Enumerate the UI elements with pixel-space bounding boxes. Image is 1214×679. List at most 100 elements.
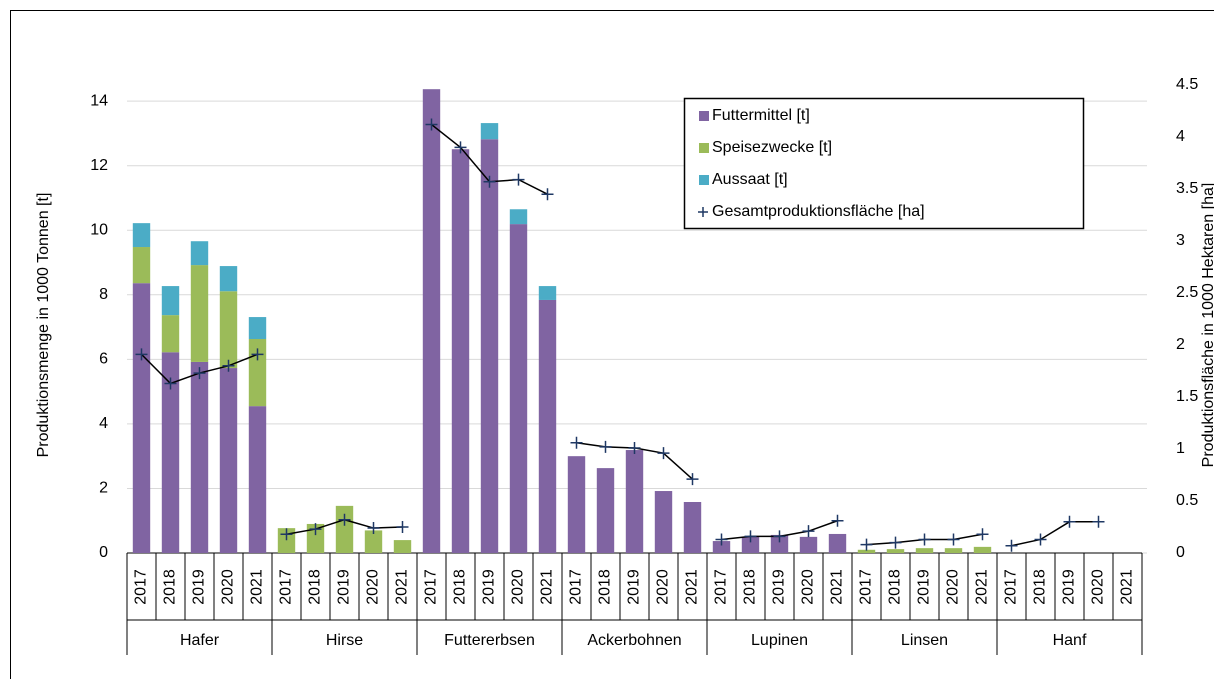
legend-label: Speisezwecke [t]	[712, 139, 832, 156]
line-marker	[657, 447, 670, 460]
bar-segment	[393, 540, 412, 553]
x-tick-label: 2019	[336, 569, 353, 605]
x-tick-label: 2020	[655, 569, 672, 605]
bar-segment	[190, 265, 209, 362]
line-marker	[773, 530, 786, 543]
bar-segment	[567, 456, 586, 553]
legend-swatch	[699, 143, 709, 153]
y2-tick-label: 0.5	[1176, 492, 1198, 509]
bar-segment	[335, 505, 354, 553]
bar-segment	[161, 286, 180, 316]
line-marker	[599, 440, 612, 453]
line-marker	[193, 367, 206, 380]
x-tick-label: 2018	[742, 569, 759, 605]
bar-segment	[248, 317, 267, 340]
line-marker	[1063, 515, 1076, 528]
bar-segment	[944, 548, 963, 553]
line-marker	[396, 521, 409, 533]
x-tick-label: 2020	[365, 569, 382, 605]
line-marker	[976, 528, 989, 541]
x-tick-label: 2020	[220, 569, 237, 605]
line-marker	[947, 533, 960, 546]
bar-segment	[190, 361, 209, 553]
group-label: Linsen	[901, 632, 948, 649]
line-marker	[309, 523, 322, 536]
bar-segment	[973, 546, 992, 553]
line-marker	[715, 533, 728, 546]
x-tick-label: 2018	[452, 569, 469, 605]
legend-label: Gesamtproduktionsfläche [ha]	[712, 203, 925, 220]
group-label: Lupinen	[751, 632, 808, 649]
x-tick-label: 2018	[162, 569, 179, 605]
x-tick-label: 2020	[510, 569, 527, 605]
x-tick-label: 2017	[568, 569, 585, 605]
line-marker	[889, 536, 902, 549]
x-tick-label: 2021	[249, 569, 266, 605]
y-tick-label: 10	[90, 221, 108, 238]
bar-segment	[886, 549, 905, 553]
bar-segment	[161, 352, 180, 553]
x-tick-label: 2021	[974, 569, 991, 605]
y2-tick-label: 3	[1176, 232, 1185, 249]
x-tick-label: 2018	[597, 569, 614, 605]
x-tick-label: 2017	[423, 569, 440, 605]
line-marker	[338, 513, 351, 526]
bar-segment	[799, 536, 818, 553]
x-tick-label: 2021	[1119, 569, 1136, 605]
bar-segment	[683, 502, 702, 553]
legend-marker	[698, 207, 708, 217]
bar-segment	[219, 291, 238, 369]
y2-axis-title: Produktionsfläche in 1000 Hektaren [ha]	[1200, 183, 1214, 468]
line-marker	[686, 473, 699, 486]
y2-tick-label: 1.5	[1176, 388, 1198, 405]
x-tick-label: 2017	[713, 569, 730, 605]
y-tick-label: 14	[90, 92, 108, 109]
bar-segment	[538, 286, 557, 300]
x-tick-label: 2018	[307, 569, 324, 605]
bar-segment	[712, 541, 731, 553]
legend-label: Aussaat [t]	[712, 171, 788, 188]
bar-segment	[219, 266, 238, 292]
x-tick-label: 2021	[539, 569, 556, 605]
y-tick-label: 2	[99, 480, 108, 497]
x-tick-label: 2019	[1061, 569, 1078, 605]
bar-segment	[219, 368, 238, 553]
x-tick-label: 2019	[916, 569, 933, 605]
bar-segment	[451, 149, 470, 554]
legend-swatch	[699, 111, 709, 121]
x-tick-label: 2018	[887, 569, 904, 605]
x-tick-label: 2018	[1032, 569, 1049, 605]
x-tick-label: 2020	[945, 569, 962, 605]
bar-segment	[248, 406, 267, 553]
y-tick-label: 4	[99, 415, 108, 432]
group-label: Hirse	[326, 632, 363, 649]
y2-tick-label: 0	[1176, 544, 1185, 561]
line-marker	[744, 530, 757, 543]
bar-segment	[828, 533, 847, 553]
bar-segment	[480, 123, 499, 140]
bar-segment	[538, 299, 557, 553]
group-label: Futtererbsen	[444, 632, 535, 649]
bar-segment	[857, 549, 876, 553]
x-tick-label: 2017	[278, 569, 295, 605]
y2-tick-label: 4	[1176, 128, 1185, 145]
y2-tick-label: 3.5	[1176, 180, 1198, 197]
y-tick-label: 6	[99, 351, 108, 368]
line-marker	[1034, 533, 1047, 546]
legend: Futtermittel [t] Speisezwecke [t] Aussaat …	[683, 97, 1085, 230]
line-marker	[831, 514, 844, 527]
line-marker	[454, 141, 467, 154]
bar-segment	[306, 523, 325, 553]
bar-segment	[596, 468, 615, 553]
line-marker	[628, 441, 641, 454]
line-marker	[367, 522, 380, 535]
bar-segment	[132, 283, 151, 553]
line-marker	[425, 118, 438, 131]
y-tick-label: 8	[99, 286, 108, 303]
line-marker	[918, 533, 931, 546]
line-marker	[135, 348, 148, 361]
y2-tick-label: 4.5	[1176, 76, 1198, 93]
line-marker	[570, 436, 583, 449]
